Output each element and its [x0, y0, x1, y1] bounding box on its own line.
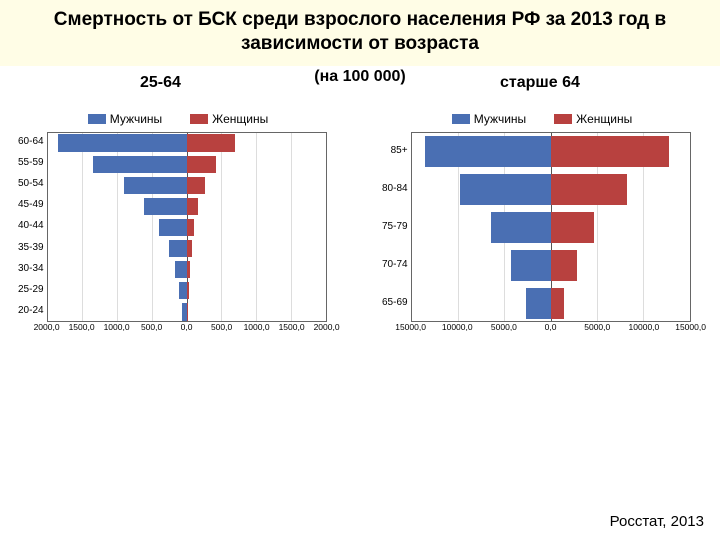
legend-male: Мужчины	[88, 112, 162, 126]
bar-male	[124, 177, 187, 194]
legend-female: Женщины	[554, 112, 632, 126]
bar-male	[425, 136, 550, 167]
bar-male	[144, 198, 187, 215]
bar-female	[187, 219, 195, 236]
bar-female	[187, 156, 217, 173]
bar-male	[526, 288, 551, 319]
bar-female	[187, 261, 190, 278]
bar-male	[159, 219, 187, 236]
bar-female	[551, 288, 565, 319]
chart-left: Мужчины Женщины 60-6455-5950-5445-4940-4…	[18, 112, 338, 338]
bar-male	[58, 134, 187, 151]
x-axis-right: 15000,010000,05000,00,05000,010000,01500…	[411, 322, 691, 338]
bar-male	[175, 261, 187, 278]
y-axis-right: 85+80-8475-7970-7465-69	[382, 132, 411, 322]
legend-right: Мужчины Женщины	[382, 112, 702, 126]
bar-female	[187, 240, 192, 257]
legend-left: Мужчины Женщины	[18, 112, 338, 126]
bar-female	[187, 134, 236, 151]
bar-female	[551, 136, 670, 167]
bar-male	[460, 174, 551, 205]
right-chart-label: старше 64	[500, 74, 580, 92]
bar-female	[187, 177, 206, 194]
bar-female	[551, 250, 577, 281]
legend-male: Мужчины	[452, 112, 526, 126]
bar-male	[491, 212, 550, 243]
legend-female: Женщины	[190, 112, 268, 126]
bar-female	[551, 212, 595, 243]
page-title: Смертность от БСК среди взрослого населе…	[0, 0, 720, 66]
bar-male	[511, 250, 551, 281]
bar-female	[187, 282, 189, 299]
x-axis-left: 2000,01500,01000,0500,00,0500,01000,0150…	[47, 322, 327, 338]
subtitle-row: 25-64 (на 100 000) старше 64	[0, 74, 720, 100]
plot-right	[411, 132, 691, 322]
source-label: Росстат, 2013	[610, 513, 704, 530]
bar-female	[187, 303, 189, 320]
bar-female	[551, 174, 627, 205]
bar-female	[187, 198, 199, 215]
bar-male	[169, 240, 187, 257]
y-axis-left: 60-6455-5950-5445-4940-4435-3930-3425-29…	[18, 132, 47, 322]
unit-label: (на 100 000)	[314, 68, 406, 86]
plot-left	[47, 132, 327, 322]
chart-right: Мужчины Женщины 85+80-8475-7970-7465-69 …	[382, 112, 702, 338]
charts-container: Мужчины Женщины 60-6455-5950-5445-4940-4…	[0, 100, 720, 338]
bar-male	[93, 156, 187, 173]
bar-male	[179, 282, 187, 299]
left-chart-label: 25-64	[140, 74, 181, 92]
